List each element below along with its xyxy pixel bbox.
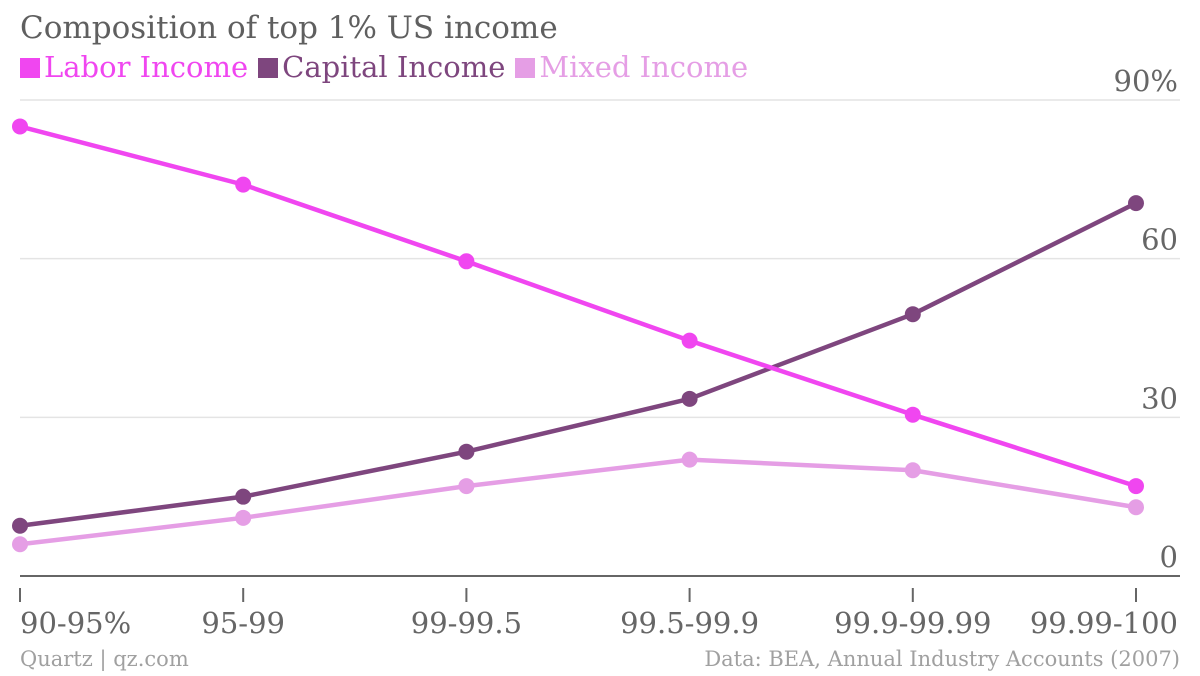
data-point-labor-income bbox=[904, 406, 921, 423]
legend-label-mixed-income: Mixed Income bbox=[539, 50, 749, 84]
data-point-capital-income bbox=[1128, 195, 1144, 212]
data-point-labor-income bbox=[235, 176, 252, 193]
footer-source: Quartz | qz.com bbox=[20, 647, 189, 671]
data-point-mixed-income bbox=[458, 478, 475, 495]
y-tick-label: 90% bbox=[1114, 64, 1178, 98]
y-tick-label: 30 bbox=[1141, 381, 1178, 415]
footer-data-note: Data: BEA, Annual Industry Accounts (200… bbox=[704, 647, 1180, 671]
y-tick-label: 0 bbox=[1160, 540, 1178, 574]
x-tick-label: 90-95% bbox=[20, 606, 131, 640]
legend-swatch-mixed-income bbox=[515, 58, 536, 78]
data-point-capital-income bbox=[904, 306, 921, 323]
data-point-capital-income bbox=[681, 390, 698, 407]
data-point-labor-income bbox=[458, 253, 475, 270]
x-tick-label: 99.5-99.9 bbox=[620, 606, 759, 640]
data-point-mixed-income bbox=[1128, 499, 1144, 516]
series-line-labor-income bbox=[17, 124, 1139, 489]
x-tick-label: 95-99 bbox=[201, 606, 285, 640]
data-point-capital-income bbox=[458, 443, 475, 460]
data-point-mixed-income bbox=[681, 451, 698, 468]
legend-label-capital-income: Capital Income bbox=[282, 50, 506, 84]
data-point-mixed-income bbox=[12, 536, 28, 553]
y-tick-label: 60 bbox=[1141, 223, 1178, 257]
legend-item-mixed-income: Mixed Income bbox=[515, 50, 748, 84]
data-point-mixed-income bbox=[235, 509, 252, 526]
series-line-capital-income bbox=[17, 200, 1139, 529]
data-point-labor-income bbox=[12, 118, 28, 135]
legend-swatch-labor-income bbox=[20, 58, 40, 78]
data-point-capital-income bbox=[235, 488, 252, 505]
x-tick-label: 99.99-100 bbox=[1030, 606, 1178, 640]
legend-item-capital-income: Capital Income bbox=[258, 50, 505, 84]
legend-swatch-capital-income bbox=[258, 58, 279, 78]
x-tick-label: 99.9-99.99 bbox=[834, 606, 991, 640]
data-point-labor-income bbox=[681, 332, 698, 349]
chart-title: Composition of top 1% US income bbox=[20, 10, 558, 46]
legend-label-labor-income: Labor Income bbox=[44, 50, 249, 84]
series-line-mixed-income bbox=[17, 457, 1139, 547]
x-tick-label: 99-99.5 bbox=[411, 606, 522, 640]
data-point-labor-income bbox=[1128, 478, 1144, 495]
chart-legend: Labor Income Capital Income Mixed Income bbox=[20, 50, 758, 84]
data-point-mixed-income bbox=[904, 462, 921, 479]
data-point-capital-income bbox=[12, 517, 28, 534]
legend-item-labor-income: Labor Income bbox=[20, 50, 248, 84]
